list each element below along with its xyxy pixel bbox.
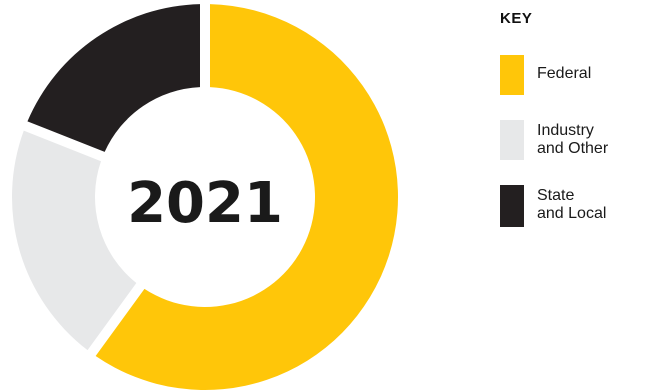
- center-year-label: 2021: [127, 171, 283, 236]
- legend-label-state-line1: State: [537, 187, 575, 204]
- legend-label-federal: Federal: [537, 65, 591, 83]
- legend-label-industry-line2: and Other: [537, 140, 609, 157]
- legend-swatch-industry: [500, 120, 524, 160]
- donut-slice-state-and-local: [27, 4, 201, 152]
- legend-label-state: State and Local: [537, 187, 606, 223]
- legend-swatch-state: [500, 185, 524, 227]
- legend: KEY Federal Industry and Other State and…: [500, 8, 660, 227]
- legend-label-industry: Industry and Other: [537, 122, 608, 158]
- legend-title: KEY: [500, 10, 533, 27]
- donut-slice-industry-and-other: [11, 130, 137, 351]
- legend-label-industry-line1: Industry: [537, 122, 594, 139]
- legend-label-federal-line1: Federal: [537, 65, 592, 82]
- donut-slices: [11, 4, 398, 390]
- legend-swatch-federal: [500, 55, 524, 95]
- donut-slice-federal: [95, 4, 398, 390]
- donut-chart: 2021: [11, 4, 398, 390]
- legend-label-state-line2: and Local: [537, 205, 607, 222]
